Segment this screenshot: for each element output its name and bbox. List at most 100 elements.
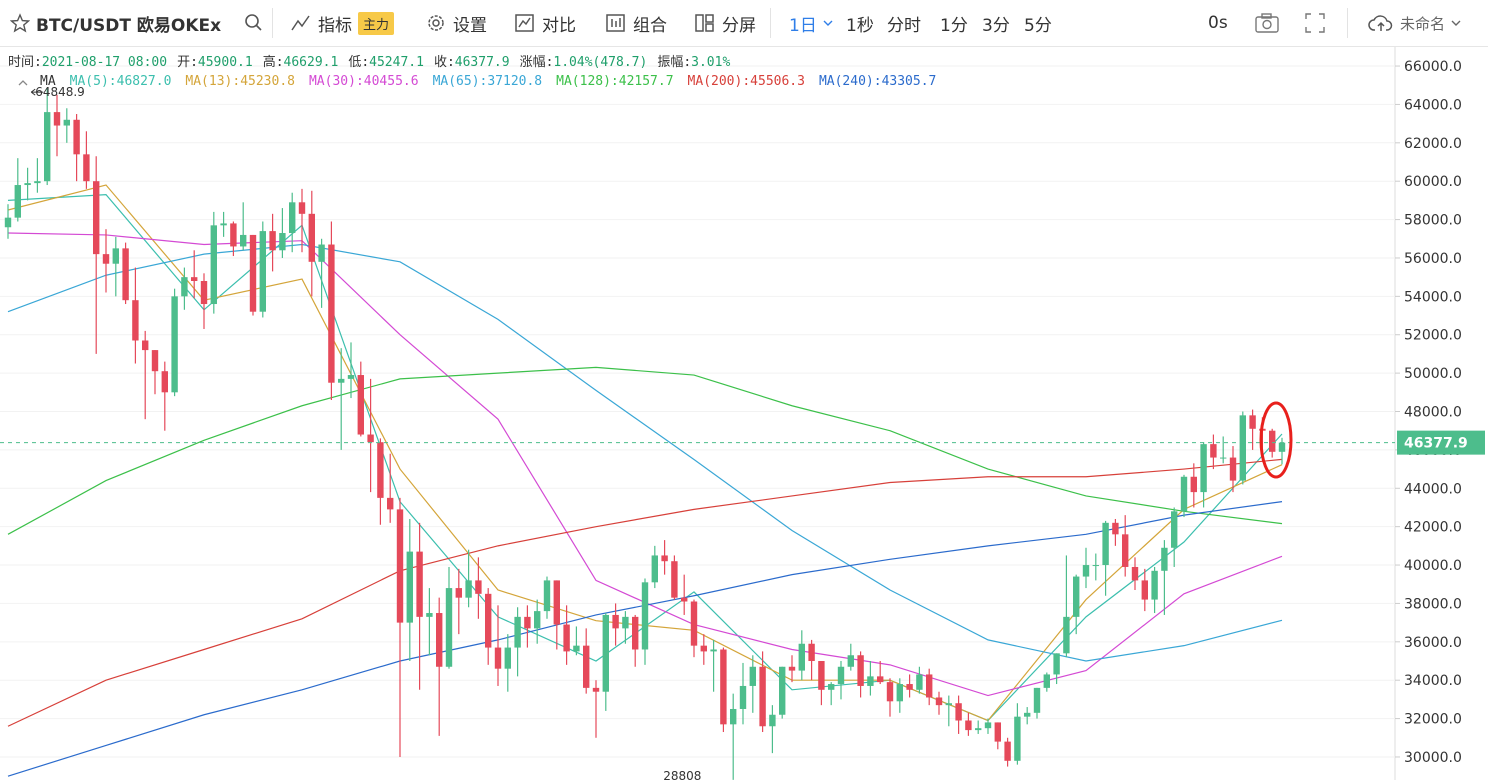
candle-body bbox=[1210, 444, 1217, 458]
candle-body bbox=[1190, 476, 1197, 493]
legend-item: MA(13):45230.8 bbox=[185, 74, 295, 89]
interval[interactable]: 1分 bbox=[940, 15, 968, 36]
interval[interactable]: 1秒 bbox=[846, 15, 874, 36]
candle-body bbox=[83, 154, 90, 182]
info-value: 46377.9 bbox=[454, 55, 510, 70]
candle-body bbox=[308, 213, 315, 262]
candle-body bbox=[671, 561, 678, 598]
y-tick-label: 64000.0 bbox=[1404, 97, 1462, 113]
info-value: 1.04%(478.7) bbox=[553, 55, 648, 70]
layout-menu[interactable]: 未命名 bbox=[1368, 0, 1461, 46]
info-item: 收:46377.9 bbox=[434, 51, 510, 70]
symbol[interactable]: BTC/USDT 欧易OKEx bbox=[10, 0, 221, 46]
candle-body bbox=[465, 580, 472, 598]
legend-item: MA(240):43305.7 bbox=[818, 74, 937, 89]
candle-body bbox=[279, 233, 286, 251]
candle-body bbox=[543, 580, 551, 612]
candle-body bbox=[896, 684, 903, 702]
candle-body bbox=[1200, 444, 1207, 493]
candles bbox=[4, 88, 1286, 780]
tool[interactable]: 分屏 bbox=[694, 0, 756, 46]
candle-body bbox=[612, 614, 619, 629]
ma-line bbox=[7, 458, 1283, 727]
high-label: 64848.9 bbox=[35, 85, 85, 99]
toolbar: BTC/USDT 欧易OKEx 指标 主力 设置 对比 组合 分屏 1日 1秒 分… bbox=[0, 0, 1488, 47]
high-arrow bbox=[30, 88, 44, 96]
candle-body bbox=[24, 183, 31, 186]
y-tick-label: 40000.0 bbox=[1404, 558, 1462, 574]
candle-body bbox=[661, 555, 668, 562]
separator bbox=[1347, 8, 1348, 38]
interval[interactable]: 5分 bbox=[1024, 15, 1052, 36]
info-item: 低:45247.1 bbox=[348, 51, 424, 70]
info-label: 开: bbox=[177, 55, 198, 70]
candle-body bbox=[1131, 566, 1139, 581]
info-label: 收: bbox=[433, 55, 455, 70]
interval-label: 1日 bbox=[789, 15, 817, 36]
candle-body bbox=[436, 613, 443, 667]
candle-body bbox=[1053, 653, 1060, 675]
candle-body bbox=[367, 434, 374, 443]
candle-body bbox=[730, 708, 737, 725]
candle-body bbox=[1024, 712, 1031, 717]
candle-body bbox=[808, 643, 815, 662]
y-tick-label: 62000.0 bbox=[1404, 136, 1462, 152]
candle-body bbox=[1269, 430, 1276, 452]
candle-body bbox=[720, 649, 727, 725]
y-tick-label: 58000.0 bbox=[1404, 213, 1462, 229]
info-value: 46629.1 bbox=[283, 55, 339, 70]
candle-body bbox=[857, 655, 864, 686]
tool[interactable]: 组合 bbox=[605, 0, 667, 46]
interval[interactable]: 分时 bbox=[887, 15, 921, 36]
legend-chevron[interactable] bbox=[18, 80, 28, 86]
legend: MA MA(5):46827.0 MA(13):45230.8 MA(30):4045… bbox=[40, 74, 936, 89]
tool[interactable]: 对比 bbox=[514, 0, 576, 46]
candle-body bbox=[886, 682, 894, 702]
ma-lines bbox=[7, 184, 1283, 777]
interval[interactable]: 3分 bbox=[982, 15, 1010, 36]
candle-body bbox=[1249, 415, 1256, 429]
search-icon[interactable] bbox=[244, 13, 264, 33]
candle-body bbox=[338, 378, 345, 383]
info-item: 振幅:3.01% bbox=[657, 51, 730, 70]
info-item: 高:46629.1 bbox=[263, 51, 339, 70]
candle-body bbox=[181, 277, 188, 297]
tool-label: 组合 bbox=[633, 15, 667, 36]
legend-title: MA bbox=[40, 74, 56, 89]
badge: 主力 bbox=[358, 11, 395, 35]
candle-body bbox=[592, 687, 600, 692]
candle-body bbox=[1033, 687, 1041, 713]
tool[interactable]: 指标 主力 bbox=[290, 0, 395, 46]
candle-body bbox=[475, 580, 482, 594]
candle-body bbox=[1112, 522, 1119, 535]
candle-body bbox=[1092, 565, 1099, 567]
candle-body bbox=[602, 614, 609, 692]
candle-body bbox=[426, 613, 433, 617]
candle-body bbox=[494, 647, 502, 669]
interval[interactable]: 1日 bbox=[789, 0, 833, 46]
info-bar: 时间:2021-08-17 08:00 开:45900.1 高:46629.1 低:4… bbox=[8, 51, 730, 70]
candle-body bbox=[161, 371, 168, 393]
fullscreen-icon[interactable] bbox=[1304, 12, 1326, 34]
candle-body bbox=[112, 248, 119, 264]
candle-body bbox=[396, 509, 404, 623]
candle-body bbox=[1161, 547, 1168, 571]
icon bbox=[606, 14, 625, 32]
info-label: 振幅: bbox=[657, 55, 692, 70]
icon bbox=[428, 15, 444, 31]
info-label: 低: bbox=[348, 55, 370, 70]
candle-body bbox=[926, 674, 933, 698]
candle-body bbox=[328, 244, 335, 383]
candle-body bbox=[1043, 674, 1050, 688]
candle-body bbox=[1082, 565, 1090, 577]
tool[interactable]: 设置 bbox=[425, 0, 487, 46]
candle-body bbox=[524, 616, 531, 629]
candle-body bbox=[984, 722, 992, 729]
candle-body bbox=[828, 684, 835, 690]
candle-body bbox=[1141, 580, 1148, 600]
candle-body bbox=[289, 202, 296, 234]
candle-body bbox=[93, 181, 100, 255]
camera-icon[interactable] bbox=[1254, 12, 1280, 34]
candle-body bbox=[798, 643, 805, 671]
